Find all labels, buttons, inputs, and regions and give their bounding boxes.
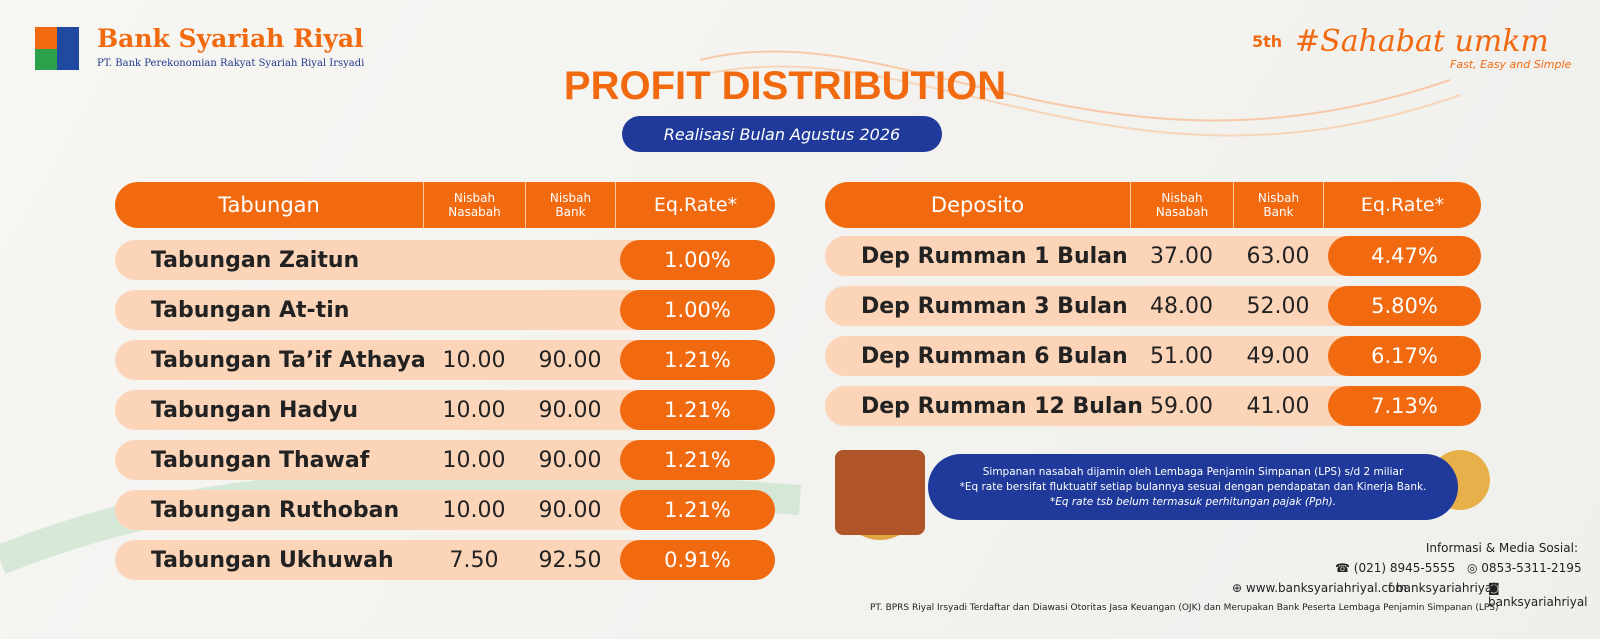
title: PROFIT DISTRIBUTION bbox=[563, 64, 1007, 108]
logo-square bbox=[57, 27, 79, 70]
table-row: Dep Rumman 12 Bulan 59.00 41.00 7.13% bbox=[825, 386, 1481, 426]
eq-rate: 1.21% bbox=[620, 340, 775, 380]
table-row: Dep Rumman 1 Bulan 37.00 63.00 4.47% bbox=[825, 236, 1481, 276]
phone: ☎ (021) 8945-5555 bbox=[1335, 561, 1456, 575]
bank-subtitle: PT. Bank Perekonomian Rakyat Syariah Riy… bbox=[97, 58, 365, 69]
eq-rate: 1.21% bbox=[620, 440, 775, 480]
eq-rate: 7.13% bbox=[1328, 386, 1481, 426]
nisbah-nasabah: 59.00 bbox=[1150, 393, 1213, 419]
row-name: Tabungan Thawaf bbox=[151, 447, 370, 473]
row-name: Tabungan Ukhuwah bbox=[151, 547, 394, 573]
table-row: Dep Rumman 6 Bulan 51.00 49.00 6.17% bbox=[825, 336, 1481, 376]
nisbah-bank: 90.00 bbox=[538, 397, 602, 423]
tagline: Fast, Easy and Simple bbox=[1450, 58, 1572, 71]
eq-rate: 5.80% bbox=[1328, 286, 1481, 326]
bank-name: Bank Syariah Riyal bbox=[97, 24, 364, 53]
table-header: Tabungan Nisbah Nasabah Nisbah Bank Eq.Rate… bbox=[115, 182, 775, 228]
instagram: ◙ banksyariahriyal bbox=[1488, 581, 1588, 609]
header-cell: Nisbah Nasabah bbox=[1130, 182, 1233, 228]
nisbah-nasabah: 10.00 bbox=[442, 347, 506, 373]
nisbah-nasabah: 10.00 bbox=[442, 397, 506, 423]
eq-rate: 1.00% bbox=[620, 240, 775, 280]
nisbah-nasabah: 51.00 bbox=[1150, 343, 1213, 369]
whatsapp-text: 0853-5311-2195 bbox=[1481, 561, 1582, 575]
row-name: Dep Rumman 6 Bulan bbox=[861, 343, 1128, 369]
notice-line: Simpanan nasabah dijamin oleh Lembaga Pe… bbox=[982, 466, 1404, 478]
safe bbox=[835, 450, 925, 535]
logo-square bbox=[35, 27, 57, 49]
nisbah-nasabah: 10.00 bbox=[442, 447, 506, 473]
row-name: Tabungan Ruthoban bbox=[151, 497, 400, 523]
nisbah-nasabah: 48.00 bbox=[1150, 293, 1213, 319]
contact-heading: Informasi & Media Sosial: bbox=[1425, 541, 1578, 555]
header-cell: Deposito bbox=[930, 193, 1025, 217]
table-row: Tabungan Zaitun 1.00% bbox=[115, 240, 775, 280]
eq-rate: 1.21% bbox=[620, 490, 775, 530]
table-row: Tabungan Hadyu 10.00 90.00 1.21% bbox=[115, 390, 775, 430]
table-row: Tabungan Thawaf 10.00 90.00 1.21% bbox=[115, 440, 775, 480]
header-cell: Eq.Rate* bbox=[615, 182, 775, 228]
eq-rate: 6.17% bbox=[1328, 336, 1481, 376]
footer: PT. BPRS Riyal Irsyadi Terdaftar dan Dia… bbox=[870, 603, 1499, 613]
notice: Simpanan nasabah dijamin oleh Lembaga Pe… bbox=[928, 454, 1458, 520]
wave bbox=[699, 65, 1461, 137]
whatsapp: ◎ 0853-5311-2195 bbox=[1467, 561, 1582, 575]
website-text: www.banksyariahriyal.com bbox=[1245, 581, 1407, 595]
row-name: Dep Rumman 3 Bulan bbox=[861, 293, 1128, 319]
phone-text: (021) 8945-5555 bbox=[1353, 561, 1456, 575]
nisbah-nasabah: 7.50 bbox=[449, 547, 499, 573]
header-cell: Eq.Rate* bbox=[1323, 182, 1481, 228]
row-name: Tabungan Zaitun bbox=[151, 247, 360, 273]
row-name: Dep Rumman 1 Bulan bbox=[861, 243, 1128, 269]
hashtag: #Sahabat umkm bbox=[1295, 24, 1549, 59]
table-row: Tabungan Ta’if Athaya 10.00 90.00 1.21% bbox=[115, 340, 775, 380]
nisbah-nasabah: 10.00 bbox=[442, 497, 506, 523]
header-cell: Nisbah Bank bbox=[1233, 182, 1323, 228]
nisbah-bank: 52.00 bbox=[1246, 293, 1310, 319]
eq-rate: 0.91% bbox=[620, 540, 775, 580]
table-row: Tabungan At-tin 1.00% bbox=[115, 290, 775, 330]
row-name: Dep Rumman 12 Bulan bbox=[861, 393, 1143, 419]
row-name: Tabungan At-tin bbox=[151, 297, 350, 323]
table-row: Tabungan Ukhuwah 7.50 92.50 0.91% bbox=[115, 540, 775, 580]
row-name: Tabungan Ta’if Athaya bbox=[151, 347, 426, 373]
table-header: Deposito Nisbah Nasabah Nisbah Bank Eq.Rate… bbox=[825, 182, 1481, 228]
wave bbox=[699, 50, 1451, 122]
subtitle: Realisasi Bulan Agustus 2026 bbox=[622, 116, 942, 152]
website: ⊕ www.banksyariahriyal.com bbox=[1232, 581, 1407, 595]
nisbah-bank: 90.00 bbox=[538, 447, 602, 473]
row-name: Tabungan Hadyu bbox=[151, 397, 359, 423]
facebook: f banksyariahriyal bbox=[1388, 581, 1496, 595]
nisbah-bank: 49.00 bbox=[1246, 343, 1310, 369]
table-row: Tabungan Ruthoban 10.00 90.00 1.21% bbox=[115, 490, 775, 530]
header-cell: Nisbah Bank bbox=[525, 182, 615, 228]
nisbah-nasabah: 37.00 bbox=[1150, 243, 1213, 269]
anniversary: 5th bbox=[1252, 32, 1283, 51]
facebook-text: banksyariahriyal bbox=[1396, 581, 1496, 595]
table-row: Dep Rumman 3 Bulan 48.00 52.00 5.80% bbox=[825, 286, 1481, 326]
notice-line: *Eq rate tsb belum termasuk perhitungan … bbox=[1049, 496, 1337, 508]
notice-line: *Eq rate bersifat fluktuatif setiap bula… bbox=[959, 481, 1427, 493]
eq-rate: 1.21% bbox=[620, 390, 775, 430]
header-cell: Nisbah Nasabah bbox=[423, 182, 525, 228]
wave bbox=[0, 469, 802, 574]
nisbah-bank: 63.00 bbox=[1246, 243, 1310, 269]
nisbah-bank: 90.00 bbox=[538, 497, 602, 523]
logo-square bbox=[35, 49, 57, 70]
header-cell: Tabungan bbox=[218, 193, 320, 217]
instagram-text: banksyariahriyal bbox=[1488, 595, 1588, 609]
nisbah-bank: 90.00 bbox=[538, 347, 602, 373]
nisbah-bank: 92.50 bbox=[538, 547, 602, 573]
nisbah-bank: 41.00 bbox=[1246, 393, 1310, 419]
eq-rate: 1.00% bbox=[620, 290, 775, 330]
eq-rate: 4.47% bbox=[1328, 236, 1481, 276]
